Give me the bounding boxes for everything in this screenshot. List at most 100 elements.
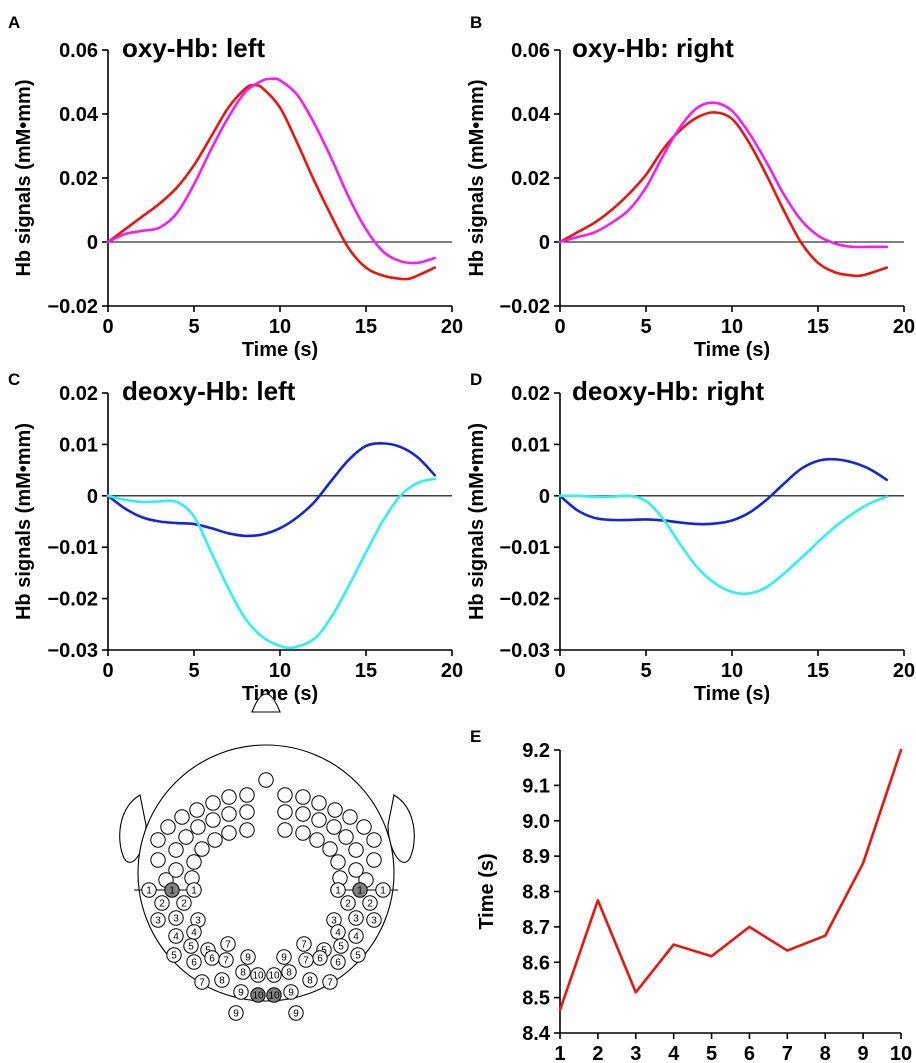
probe-dot-labeled: [375, 882, 391, 898]
x-tick-label: 0: [102, 660, 113, 682]
x-tick-label: 4: [668, 1043, 680, 1063]
series-line-1: [106, 83, 437, 281]
x-tick-label: 0: [554, 316, 565, 338]
probe-dot: [168, 862, 184, 878]
chart-title: deoxy-Hb: right: [572, 376, 764, 406]
y-tick-label: −0.01: [499, 537, 550, 559]
x-tick-label: 0: [102, 316, 113, 338]
probe-number: 10: [268, 971, 280, 982]
probe-dot-labeled: [166, 947, 182, 963]
probe-dot-labeled: [322, 974, 338, 990]
probe-dot-labeled: [296, 936, 312, 952]
probe-dot: [239, 787, 255, 803]
probe-number: 2: [159, 899, 165, 910]
probe-number: 6: [209, 954, 215, 965]
probe-number: 9: [233, 1009, 239, 1020]
probe-number: 9: [293, 1009, 299, 1020]
probe-number: 7: [225, 940, 231, 951]
probe-dot: [168, 842, 184, 858]
probe-number: 3: [173, 914, 179, 925]
probe-number: 10: [252, 971, 264, 982]
probe-number: 9: [245, 953, 251, 964]
panel-letter: B: [470, 13, 482, 32]
head-nose: [251, 693, 281, 713]
probe-dot-labeled: [298, 952, 314, 968]
probe-dot: [342, 809, 358, 825]
probe-dot-labeled: [283, 984, 299, 1000]
probe-number: 6: [191, 958, 197, 969]
chart-title: oxy-Hb: right: [572, 33, 734, 63]
x-tick-label: 5: [640, 660, 651, 682]
y-tick-label: −0.01: [47, 537, 98, 559]
probe-dot: [295, 789, 311, 805]
probe-number: 9: [281, 953, 287, 964]
probe-dot-labeled: [352, 882, 368, 898]
probe-dot-labeled: [350, 947, 366, 963]
probe-number: 3: [353, 914, 359, 925]
y-tick-label: 8.7: [522, 917, 550, 939]
y-tick-label: 0: [87, 232, 98, 254]
probe-dot: [150, 852, 166, 868]
probe-number: 5: [355, 951, 361, 962]
probe-dot-labeled: [340, 895, 356, 911]
panel-letter: E: [470, 727, 481, 746]
y-axis-label: Hb signals (mM•mm): [13, 423, 35, 620]
x-tick-label: 15: [355, 660, 377, 682]
probe-number: 1: [335, 886, 341, 897]
x-tick-label: 6: [744, 1043, 755, 1063]
x-tick-label: 7: [782, 1043, 793, 1063]
x-tick-label: 15: [807, 660, 829, 682]
probe-number: 7: [303, 956, 309, 967]
probe-dot: [150, 832, 166, 848]
probe-dot-labeled: [154, 895, 170, 911]
probe-number: 1: [191, 886, 197, 897]
y-tick-label: −0.02: [499, 296, 550, 318]
probe-number: 3: [195, 916, 201, 927]
x-tick-label: 5: [706, 1043, 717, 1063]
probe-dot-labeled: [366, 912, 382, 928]
probe-dot: [239, 822, 255, 838]
y-axis-label: Time (s): [476, 853, 498, 929]
probe-dot-labeled: [164, 882, 180, 898]
y-tick-label: 0: [87, 486, 98, 508]
y-tick-label: 0.04: [59, 104, 99, 126]
probe-dot-labeled: [150, 912, 166, 928]
probe-dot: [190, 819, 206, 835]
y-tick-label: −0.02: [47, 296, 98, 318]
y-tick-label: 0.01: [59, 434, 98, 456]
probe-dot: [348, 842, 364, 858]
probe-number: 5: [171, 951, 177, 962]
x-axis-label: Time (s): [694, 339, 770, 361]
y-tick-label: 0.02: [59, 383, 98, 405]
probe-dot-labeled: [330, 954, 346, 970]
probe-number: 4: [173, 932, 179, 943]
probe-number: 2: [367, 899, 373, 910]
x-tick-label: 1: [554, 1043, 565, 1063]
x-axis-label: Time (s): [242, 339, 318, 361]
probe-dot: [174, 809, 190, 825]
y-tick-label: 0: [539, 486, 550, 508]
probe-dot-labeled: [233, 984, 249, 1000]
probe-number: 1: [169, 886, 175, 897]
probe-number: 7: [199, 978, 205, 989]
probe-dot: [327, 802, 343, 818]
probe-number: 4: [191, 928, 197, 939]
probe-dot: [186, 854, 202, 870]
x-tick-label: 8: [820, 1043, 831, 1063]
probe-dot: [221, 806, 237, 822]
x-tick-label: 20: [441, 316, 463, 338]
probe-dot: [205, 795, 221, 811]
probe-number: 2: [181, 899, 187, 910]
probe-number: 7: [223, 956, 229, 967]
y-tick-label: 8.8: [522, 882, 550, 904]
probe-dot: [322, 841, 338, 857]
probe-number: 3: [371, 916, 377, 927]
probe-dot-labeled: [186, 954, 202, 970]
probe-dot-labeled: [266, 987, 282, 1003]
y-axis-label: Hb signals (mM•mm): [466, 79, 488, 276]
